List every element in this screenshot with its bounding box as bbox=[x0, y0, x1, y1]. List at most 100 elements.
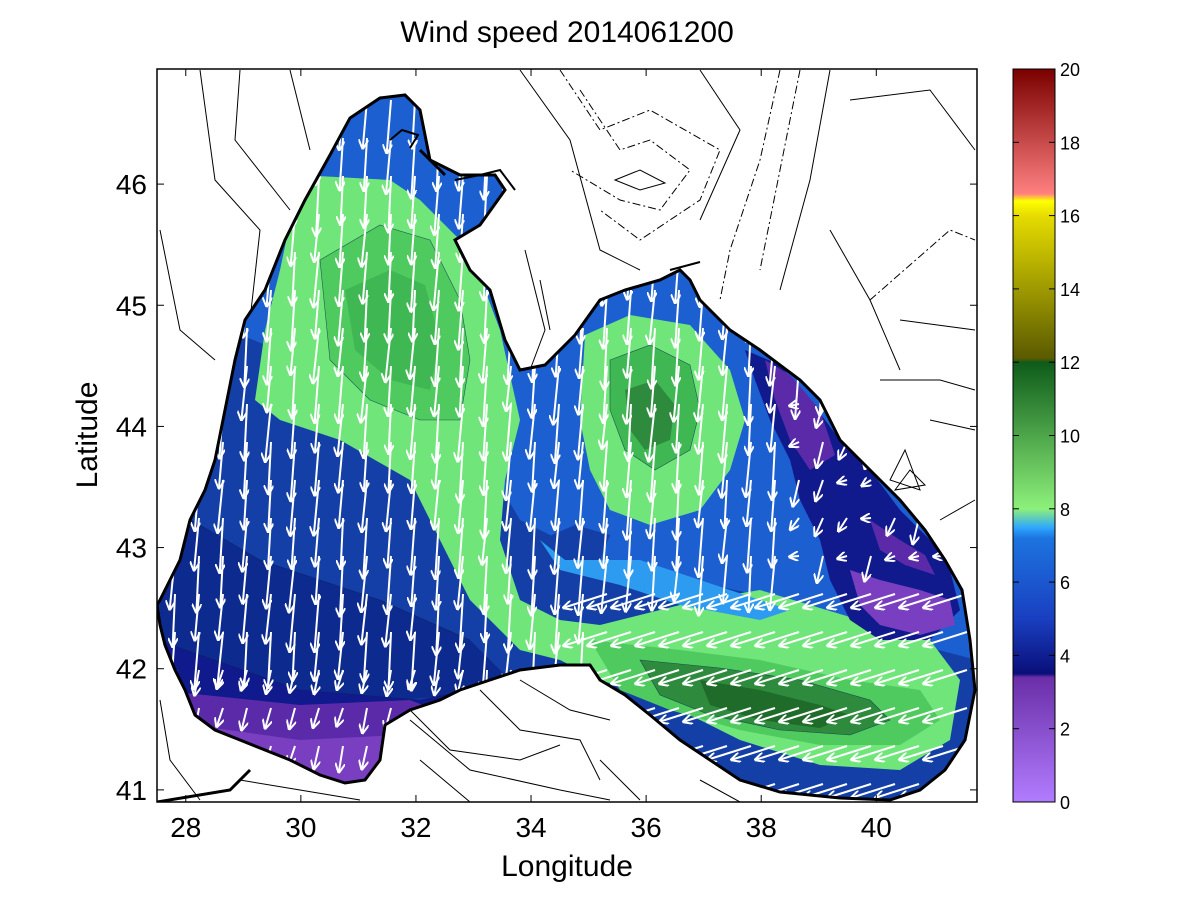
wind-vector bbox=[579, 365, 583, 414]
wind-vector bbox=[387, 99, 391, 152]
wind-vector bbox=[268, 479, 271, 531]
wind-vector bbox=[338, 289, 344, 345]
wind-vector bbox=[362, 593, 368, 643]
wind-vector bbox=[364, 137, 367, 190]
colorbar-tick-label: 14 bbox=[1060, 280, 1080, 300]
wind-vector bbox=[578, 403, 584, 458]
wind-vector bbox=[244, 479, 247, 529]
wind-vector bbox=[435, 289, 439, 343]
wind-vector bbox=[290, 593, 296, 651]
wind-vector bbox=[219, 441, 223, 487]
x-axis-label: Longitude bbox=[501, 850, 633, 883]
wind-vector bbox=[674, 555, 680, 600]
y-tick-label: 41 bbox=[116, 775, 147, 806]
coastline bbox=[157, 93, 977, 802]
wind-vector bbox=[627, 441, 631, 496]
wind-vector bbox=[435, 669, 439, 694]
wind-vector bbox=[436, 403, 439, 462]
wind-vector bbox=[506, 403, 511, 460]
sea-contour-lines bbox=[157, 224, 891, 736]
wind-vector bbox=[699, 555, 703, 615]
wind-vector bbox=[862, 480, 871, 486]
wind-vector bbox=[924, 669, 968, 684]
wind-vector bbox=[410, 593, 415, 639]
colorbar-ticks: 0 2 4 6 8 10 12 14 16 18 20 bbox=[1013, 60, 1080, 813]
wind-vector bbox=[362, 213, 368, 266]
wind-vector bbox=[531, 555, 535, 614]
wind-vector bbox=[578, 517, 584, 567]
wind-vector bbox=[555, 593, 559, 652]
wind-vector bbox=[675, 289, 679, 346]
wind-vector bbox=[266, 669, 271, 693]
wind-vector bbox=[340, 593, 343, 649]
y-axis-label: Latitude bbox=[71, 382, 104, 489]
wind-vector bbox=[910, 556, 920, 558]
x-tick-label: 30 bbox=[285, 812, 316, 843]
wind-vector bbox=[389, 213, 391, 263]
wind-vector bbox=[604, 441, 607, 490]
wind-vector bbox=[363, 517, 367, 578]
wind-vector bbox=[412, 441, 415, 492]
wind-vector bbox=[362, 479, 368, 531]
wind-vector bbox=[434, 251, 440, 309]
wind-vector bbox=[220, 517, 223, 572]
wind-vector bbox=[746, 441, 752, 496]
wind-vector bbox=[292, 365, 295, 417]
wind-vector bbox=[411, 517, 415, 574]
wind-vector bbox=[579, 479, 583, 528]
wind-vector bbox=[411, 365, 415, 415]
wind-vector bbox=[173, 593, 175, 646]
wind-vector bbox=[722, 403, 728, 461]
wind-vector bbox=[790, 442, 799, 446]
wind-vector bbox=[484, 441, 487, 494]
wind-vector bbox=[389, 251, 391, 301]
wind-vector bbox=[815, 517, 824, 535]
wind-vector bbox=[217, 707, 223, 726]
wind-vector bbox=[790, 556, 800, 557]
wind-vector bbox=[484, 289, 487, 342]
wind-vector bbox=[698, 403, 703, 452]
wind-vector bbox=[314, 631, 319, 680]
wind-vector bbox=[484, 479, 487, 538]
colorbar-tick-label: 12 bbox=[1060, 353, 1080, 373]
wind-vector bbox=[699, 517, 703, 576]
wind-vector bbox=[628, 517, 631, 577]
x-tick-label: 38 bbox=[746, 812, 777, 843]
wind-vector bbox=[603, 517, 607, 567]
wind-vector bbox=[458, 403, 464, 461]
wind-vector bbox=[924, 631, 968, 646]
wind-vector bbox=[482, 517, 487, 564]
wind-vector bbox=[579, 441, 583, 488]
wind-vector bbox=[506, 441, 512, 499]
wind-vector bbox=[340, 137, 343, 189]
colorbar-tick-label: 0 bbox=[1060, 793, 1070, 813]
wind-vector bbox=[554, 441, 560, 487]
wind-vector bbox=[314, 251, 320, 306]
wind-vector bbox=[530, 479, 536, 530]
wind-vector bbox=[218, 479, 224, 532]
wind-vector bbox=[315, 403, 319, 451]
wind-vector bbox=[506, 365, 511, 410]
wind-vector bbox=[650, 479, 656, 537]
wind-vector bbox=[772, 441, 775, 499]
wind-vector bbox=[338, 327, 344, 375]
wind-vector bbox=[838, 556, 847, 559]
wind-vector bbox=[650, 289, 656, 343]
wind-vector bbox=[268, 441, 271, 493]
wind-vector bbox=[458, 479, 464, 532]
colorbar-tick-label: 18 bbox=[1060, 133, 1080, 153]
wind-vector bbox=[364, 175, 367, 227]
wind-vector bbox=[340, 555, 343, 616]
wind-vector bbox=[340, 213, 343, 266]
wind-vector bbox=[365, 289, 367, 341]
wind-vector bbox=[436, 555, 439, 609]
wind-vector bbox=[484, 555, 487, 613]
colorbar-tick-label: 4 bbox=[1060, 646, 1070, 666]
wind-vector bbox=[338, 403, 344, 455]
wind-vector bbox=[458, 669, 463, 692]
wind-vector bbox=[337, 707, 343, 726]
wind-vector bbox=[289, 555, 296, 611]
wind-vector bbox=[388, 441, 391, 491]
wind-vector bbox=[698, 479, 704, 526]
wind-vector bbox=[361, 365, 368, 421]
